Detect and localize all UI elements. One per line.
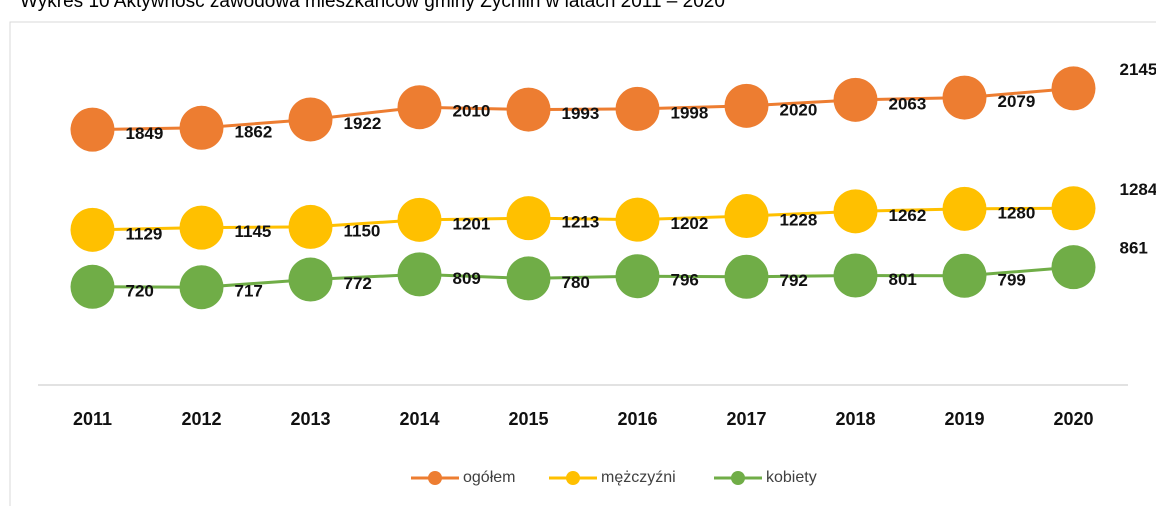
series-line xyxy=(92,206,1074,232)
series-marker xyxy=(942,253,987,298)
data-label: 809 xyxy=(453,269,481,288)
series-marker xyxy=(1051,186,1096,231)
series-marker xyxy=(288,97,333,142)
data-label: 720 xyxy=(126,281,154,300)
legend-label: ogółem xyxy=(463,469,515,486)
data-label: 1849 xyxy=(126,124,164,143)
chart-frame xyxy=(9,21,1156,506)
data-label: 1201 xyxy=(453,214,491,233)
data-label: 1862 xyxy=(235,122,273,141)
data-label: 1922 xyxy=(344,114,382,133)
data-label: 2020 xyxy=(780,100,818,119)
legend-swatch xyxy=(731,471,745,485)
series-marker xyxy=(724,194,769,239)
data-label: 2079 xyxy=(998,92,1036,111)
legend-label: mężczyźni xyxy=(601,469,676,486)
x-tick-label: 2017 xyxy=(726,409,766,429)
data-label: 1213 xyxy=(562,213,600,232)
x-tick-label: 2013 xyxy=(290,409,330,429)
series-marker xyxy=(506,87,551,132)
data-label: 2145 xyxy=(1120,60,1156,79)
series-marker xyxy=(288,257,333,302)
data-label: 796 xyxy=(671,271,699,290)
series-marker xyxy=(615,197,660,242)
x-tick-label: 2016 xyxy=(617,409,657,429)
data-label: 1228 xyxy=(780,211,818,230)
series-marker xyxy=(397,85,442,130)
data-label: 2010 xyxy=(453,102,491,121)
series-marker xyxy=(615,254,660,299)
series-marker xyxy=(179,105,224,150)
legend-swatch xyxy=(566,471,580,485)
series-marker xyxy=(179,265,224,310)
data-label: 861 xyxy=(1120,239,1148,258)
x-tick-label: 2018 xyxy=(835,409,875,429)
data-label: 717 xyxy=(235,282,263,301)
x-tick-label: 2011 xyxy=(73,409,112,429)
data-label: 1284 xyxy=(1120,180,1156,199)
data-label: 792 xyxy=(780,271,808,290)
data-label: 1993 xyxy=(562,104,600,123)
data-label: 1129 xyxy=(126,224,163,243)
x-tick-label: 2015 xyxy=(508,409,548,429)
series-marker xyxy=(615,86,660,131)
data-label: 799 xyxy=(998,270,1026,289)
series-marker xyxy=(506,196,551,241)
series-marker xyxy=(70,207,115,252)
series-marker xyxy=(506,256,551,301)
series-marker xyxy=(179,205,224,250)
series-marker xyxy=(397,197,442,242)
legend-label: kobiety xyxy=(766,469,817,486)
data-label: 1202 xyxy=(671,214,709,233)
series-marker xyxy=(724,83,769,128)
x-tick-label: 2020 xyxy=(1053,409,1093,429)
data-label: 772 xyxy=(344,274,372,293)
data-label: 1280 xyxy=(998,203,1036,222)
series-marker xyxy=(724,254,769,299)
data-label: 780 xyxy=(562,273,590,292)
series-marker xyxy=(1051,245,1096,290)
data-label: 1145 xyxy=(235,222,272,241)
legend-swatch xyxy=(428,471,442,485)
series-marker xyxy=(833,77,878,122)
data-label: 1150 xyxy=(344,221,381,240)
data-label: 2063 xyxy=(889,94,927,113)
series-line xyxy=(92,86,1074,132)
series-marker xyxy=(942,186,987,231)
series-marker xyxy=(942,75,987,120)
series-line xyxy=(92,265,1074,289)
x-tick-label: 2014 xyxy=(399,409,439,429)
series-marker xyxy=(70,107,115,152)
data-label: 1998 xyxy=(671,103,709,122)
series-marker xyxy=(1051,66,1096,111)
series-marker xyxy=(397,252,442,297)
series-marker xyxy=(833,253,878,298)
data-label: 1262 xyxy=(889,206,927,225)
x-tick-label: 2019 xyxy=(944,409,984,429)
series-marker xyxy=(833,189,878,234)
series-marker xyxy=(288,204,333,249)
data-label: 801 xyxy=(889,270,917,289)
x-tick-label: 2012 xyxy=(181,409,221,429)
chart-title: Wykres 10 Aktywność zawodowa mieszkańców… xyxy=(20,0,725,12)
series-marker xyxy=(70,264,115,309)
